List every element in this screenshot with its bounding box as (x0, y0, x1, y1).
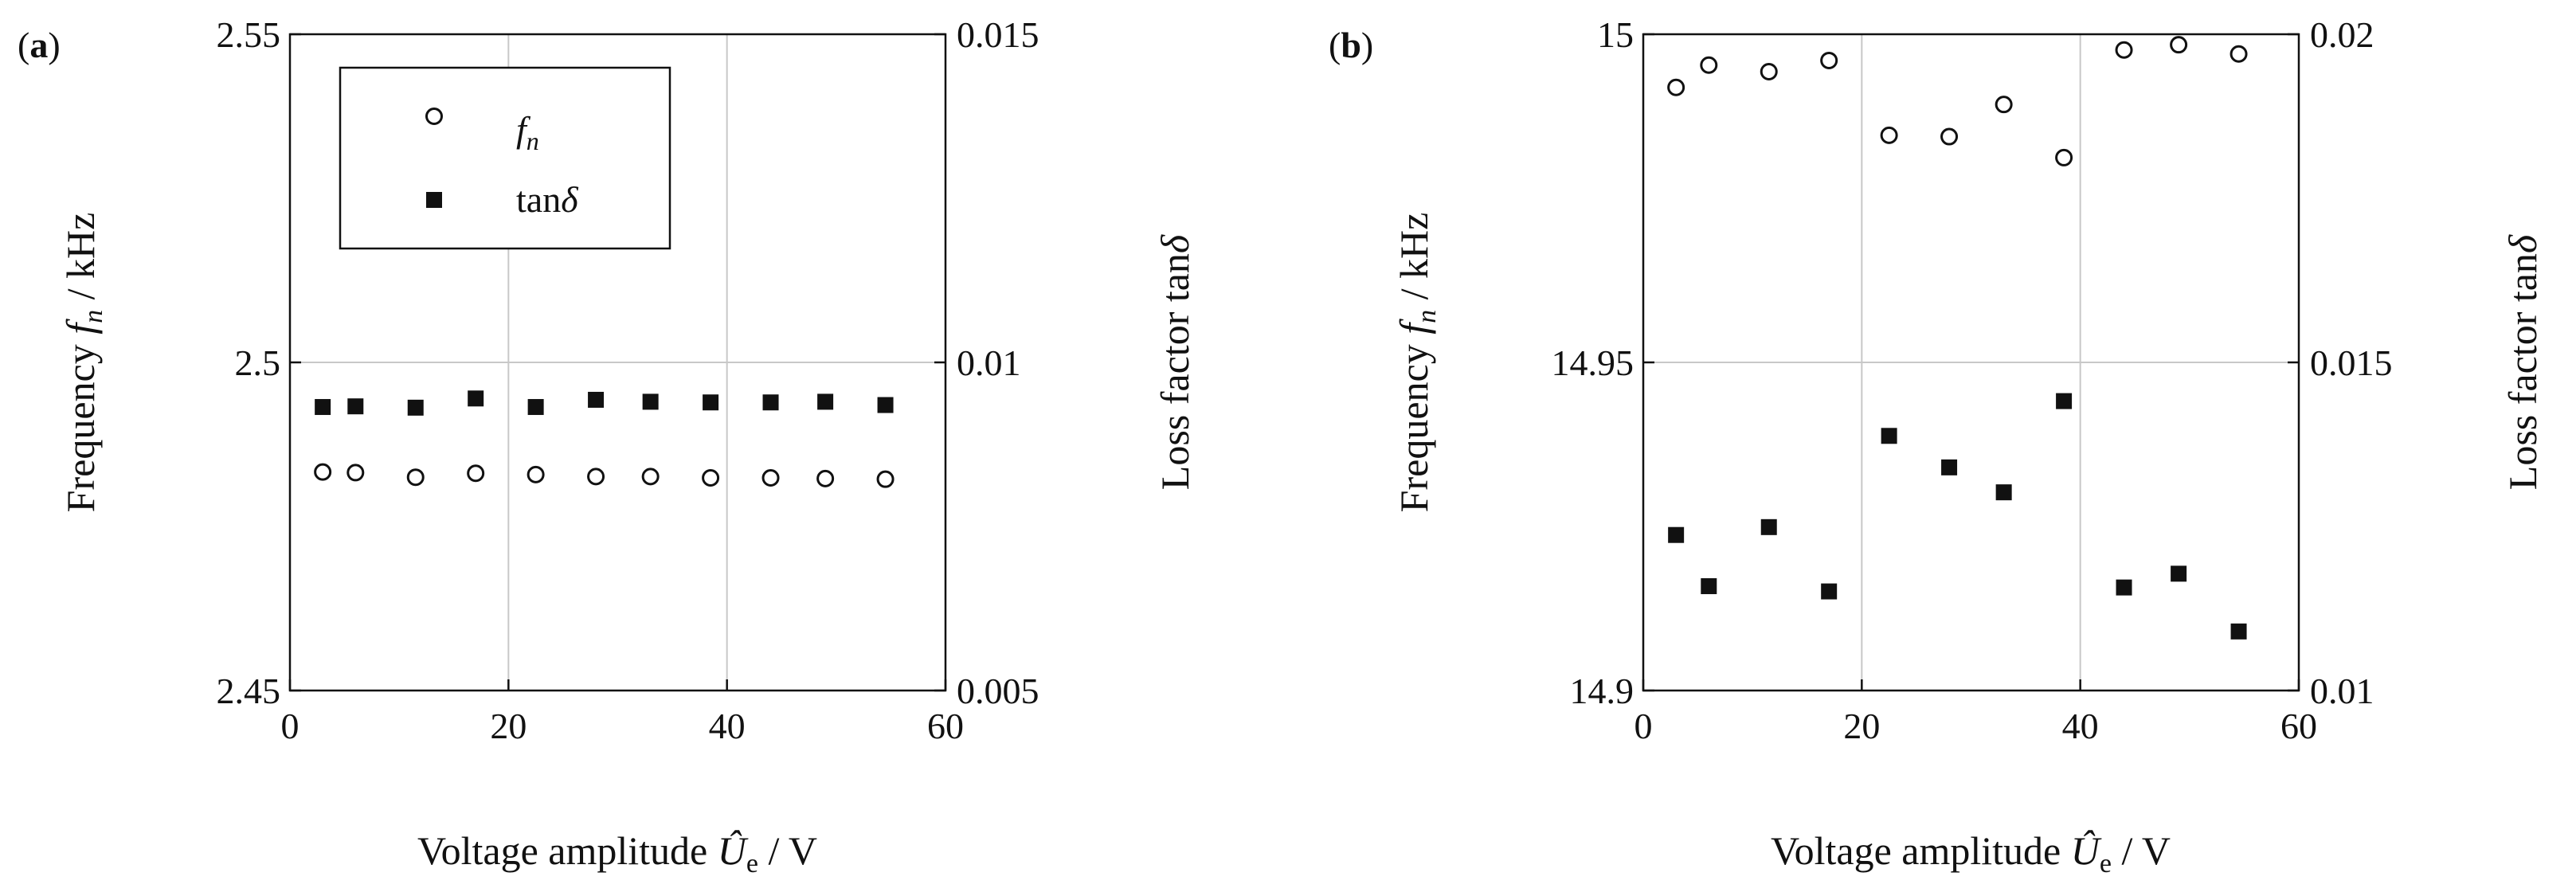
panel-a-legend: fn tanδ (339, 66, 671, 250)
y-left-tick-label: 2.45 (217, 671, 281, 711)
panel-b-fn-series (1667, 36, 2248, 166)
tan-point (588, 391, 605, 408)
x-tick-label: 20 (1843, 706, 1880, 746)
panel-a-right-ticks: 0.005 0.01 0.015 (934, 14, 1039, 711)
y-left-tick-label: 15 (1597, 14, 1634, 55)
tan-point (1821, 583, 1838, 600)
tan-point (817, 393, 834, 410)
tan-point (762, 394, 779, 411)
legend-box (339, 66, 671, 250)
y-left-tick-label: 2.5 (235, 342, 281, 383)
panel-a-label: (a) (18, 25, 61, 65)
tan-point (642, 393, 659, 410)
panel-b-tan-series (1668, 393, 2247, 640)
fn-point (1880, 126, 1898, 144)
fn-point (1820, 51, 1838, 69)
x-tick-label: 60 (927, 706, 964, 746)
tan-point (527, 399, 544, 416)
panel-b-right-axis-title: Loss factor tanδ (2500, 234, 2545, 490)
tan-point (1995, 484, 2012, 501)
tan-point (877, 397, 894, 413)
panel-b-letter: b (1341, 25, 1361, 65)
panel-b-left-ticks: 14.9 14.95 15 (1552, 14, 1654, 711)
legend-tan-marker (426, 192, 442, 208)
tan-point (1668, 526, 1685, 543)
legend-tan-label: tanδ (516, 179, 578, 220)
fn-point (467, 464, 485, 483)
fn-point (406, 468, 425, 487)
fn-point (1700, 56, 1718, 74)
y-left-tick-label: 14.95 (1552, 342, 1634, 383)
x-tick-label: 60 (2280, 706, 2317, 746)
y-left-tick-label: 14.9 (1570, 671, 1634, 711)
fn-point (1940, 127, 1959, 146)
y-right-tick-label: 0.015 (2310, 342, 2393, 383)
tan-point (1701, 577, 1717, 594)
y-left-tick-label: 2.55 (217, 14, 281, 55)
fn-point (314, 463, 332, 481)
fn-point (1760, 62, 1778, 80)
tan-point (2230, 623, 2247, 640)
panel-b-x-ticks: 0 20 40 60 (1634, 679, 2317, 746)
tan-point (2171, 565, 2187, 582)
fn-point (1667, 78, 1685, 96)
fn-point (1995, 96, 2013, 114)
tan-point (2116, 579, 2132, 596)
tan-point (703, 394, 719, 411)
y-right-tick-label: 0.01 (957, 342, 1021, 383)
panel-b-grid (1643, 34, 2299, 691)
tan-point (1881, 428, 1897, 444)
panel-b-x-axis-title: Voltage amplitude Ûe / V (1771, 828, 2171, 878)
tan-point (407, 399, 424, 416)
panel-a-right-axis-title: Loss factor tanδ (1153, 234, 1197, 490)
panel-b-right-ticks: 0.01 0.015 0.02 (2288, 14, 2393, 711)
fn-point (2115, 41, 2133, 59)
panel-b-left-axis-title: Frequency fn / kHz (1392, 213, 1442, 513)
x-tick-label: 0 (281, 706, 299, 746)
fn-point (587, 468, 605, 486)
fn-point (2170, 36, 2188, 54)
tan-point (2056, 393, 2073, 409)
panel-a-x-ticks: 0 20 40 60 (281, 679, 964, 746)
u-hat-b: Û (2071, 828, 2102, 873)
fn-point (2055, 148, 2073, 166)
y-right-tick-label: 0.005 (957, 671, 1039, 711)
y-right-tick-label: 0.015 (957, 14, 1039, 55)
y-right-tick-label: 0.02 (2310, 14, 2374, 55)
fn-point (641, 468, 660, 486)
panel-a-tan-series (315, 390, 894, 416)
fn-point (761, 469, 780, 487)
fn-point (346, 464, 365, 482)
x-tick-label: 20 (490, 706, 527, 746)
x-tick-label: 40 (2062, 706, 2099, 746)
y-right-tick-label: 0.01 (2310, 671, 2374, 711)
panel-a-left-ticks: 2.45 2.5 2.55 (217, 14, 301, 711)
fn-point (2230, 45, 2248, 63)
panel-b-label: (b) (1329, 25, 1373, 65)
tan-point (468, 390, 484, 407)
panel-a-left-axis-title: Frequency fn / kHz (58, 213, 108, 513)
fn-point (527, 465, 545, 483)
u-hat-a: Û (718, 828, 749, 873)
tan-point (1941, 459, 1958, 475)
x-tick-label: 40 (709, 706, 746, 746)
panel-a-letter: a (29, 25, 48, 65)
panel-b: (b) 0 20 40 60 14.9 14.95 15 0.01 0.015 0.02 Fr… (1329, 14, 2545, 878)
legend-fn-marker (425, 108, 443, 125)
panel-a-x-axis-title: Voltage amplitude Ûe / V (417, 828, 817, 878)
panel-a: (a) 0 20 40 60 2.45 2.5 2.55 0.005 0.01 0.015 f… (18, 14, 1197, 878)
tan-point (347, 398, 364, 415)
fn-point (876, 470, 895, 488)
fn-point (702, 469, 720, 487)
tan-point (315, 399, 331, 416)
panel-a-fn-series (314, 463, 895, 488)
x-tick-label: 0 (1634, 706, 1653, 746)
tan-point (1760, 518, 1777, 535)
fn-point (816, 469, 835, 487)
